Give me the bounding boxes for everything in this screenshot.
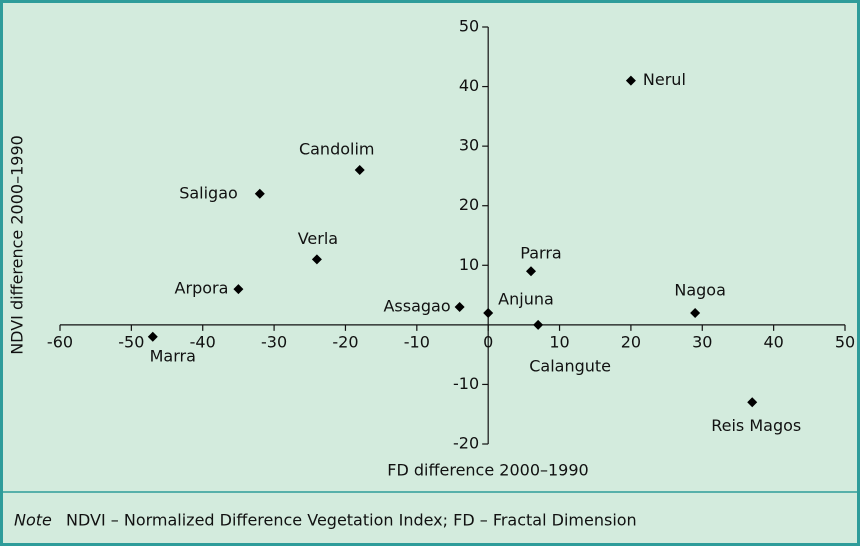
x-tick-label: 30 (692, 332, 712, 351)
point (354, 164, 365, 175)
note: NDVI – Normalized Difference Vegetation … (66, 511, 637, 530)
point-label: Nagoa (674, 280, 726, 299)
x-tick-label: -50 (118, 332, 144, 351)
y-tick-label: 50 (459, 17, 479, 36)
point (533, 319, 544, 330)
point-label: Saligao (179, 183, 238, 202)
point-label: Marra (150, 346, 196, 365)
point (690, 307, 701, 318)
x-tick-label: -10 (404, 332, 430, 351)
point-label: Verla (298, 229, 338, 248)
y-tick-label: -20 (453, 434, 479, 453)
point (254, 188, 265, 199)
y-tick-label: -10 (453, 374, 479, 393)
point-label: Reis Magos (711, 416, 801, 435)
x-tick-label: 10 (549, 332, 569, 351)
point-label: Assagao (383, 296, 450, 315)
point-label: Anjuna (498, 289, 554, 308)
point (311, 254, 322, 265)
point-label: Nerul (643, 70, 686, 89)
x-tick-label: -20 (332, 332, 358, 351)
y-tick-label: 20 (459, 195, 479, 214)
point (147, 331, 158, 342)
x-tick-label: 0 (483, 332, 493, 351)
x-tick-label: -60 (47, 332, 73, 351)
point (233, 284, 244, 295)
point (747, 397, 758, 408)
point (625, 75, 636, 86)
y-tick-label: 40 (459, 76, 479, 95)
point (526, 266, 536, 277)
point (483, 307, 494, 318)
point-label: Parra (520, 244, 561, 263)
point-label: Candolim (299, 139, 375, 158)
point-label: Arpora (175, 279, 229, 298)
x-tick-label: -30 (261, 332, 287, 351)
point-label: Calangute (529, 356, 611, 375)
y-tick-label: 30 (459, 136, 479, 155)
x-tick-label: 20 (621, 332, 641, 351)
x-tick-label: 50 (835, 332, 855, 351)
x-axis-label: FD difference 2000–1990 (387, 461, 588, 480)
y-tick-label: 10 (459, 255, 479, 274)
x-tick-label: 40 (763, 332, 783, 351)
x-tick-label: -40 (190, 332, 216, 351)
y-axis-label: NDVI difference 2000–1990 (8, 135, 27, 355)
point (454, 301, 465, 312)
note-label: Note (14, 511, 52, 530)
